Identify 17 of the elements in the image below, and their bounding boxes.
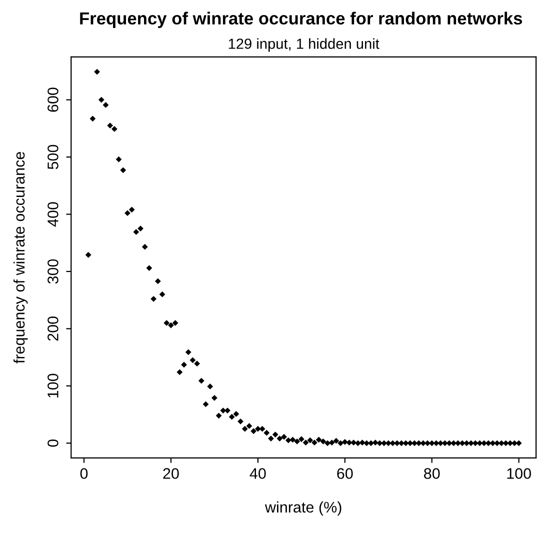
y-axis-title: frequency of winrate occurance: [13, 152, 28, 364]
x-tick-label: 40: [250, 468, 266, 479]
y-tick-label: 100: [48, 374, 58, 398]
y-tick-label: 400: [48, 202, 58, 227]
y-tick-label: 500: [48, 144, 58, 170]
y-tick-label: 200: [48, 316, 58, 341]
y-tick-label: 0: [48, 439, 58, 447]
x-tick-label: 80: [424, 468, 440, 479]
y-tick-label: 300: [48, 259, 58, 284]
x-tick-label: 20: [163, 468, 179, 479]
chart-title: Frequency of winrate occurance for random networks: [80, 12, 522, 28]
x-tick-label: 100: [507, 468, 531, 479]
chart-subtitle: 129 input, 1 hidden unit: [228, 38, 380, 52]
y-tick-label: 600: [48, 88, 58, 112]
x-tick-label: 0: [80, 468, 88, 479]
x-tick-label: 60: [337, 468, 353, 479]
x-axis-title: winrate (%): [264, 501, 342, 516]
